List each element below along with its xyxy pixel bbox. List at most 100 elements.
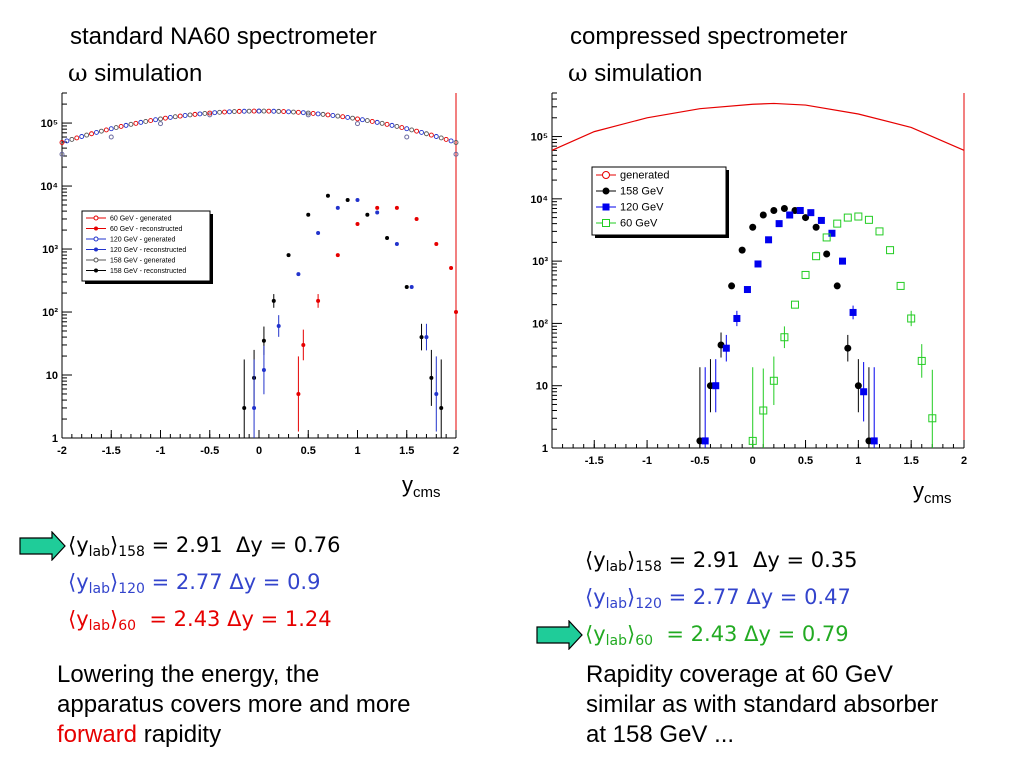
data-point: [759, 211, 767, 219]
generated-point: [251, 108, 257, 114]
generated-point: [113, 125, 119, 131]
data-point: [108, 134, 114, 140]
generated-point: [271, 108, 277, 114]
legend-marker: [94, 226, 98, 231]
generated-point: [355, 116, 360, 122]
generated-point: [428, 132, 434, 138]
generated-point: [394, 124, 400, 129]
data-point: [833, 282, 841, 290]
right-paragraph-line3: at 158 GeV ...: [586, 721, 735, 748]
right-paragraph-line1: Rapidity coverage at 60 GeV: [586, 661, 893, 688]
data-point: [429, 375, 434, 380]
generated-point: [438, 135, 444, 141]
x-tick-label: -1.5: [102, 445, 121, 457]
generated-point: [187, 112, 193, 118]
y-tick-label: 1: [542, 443, 548, 455]
y-tick-label: 1: [52, 433, 58, 445]
bracket: ⟩: [110, 607, 119, 631]
generated-point: [404, 126, 410, 132]
legend-marker: [602, 203, 610, 211]
data-point: [394, 242, 399, 247]
generated-point: [226, 109, 232, 115]
generated-point: [167, 114, 173, 120]
generated-point: [310, 110, 316, 116]
sub-energy: 158: [118, 544, 145, 560]
data-point: [812, 252, 821, 261]
data-point: [252, 405, 257, 410]
plot-area: [552, 93, 964, 448]
generated-point: [197, 111, 203, 117]
generated-point: [64, 138, 70, 144]
generated-point: [84, 132, 90, 138]
generated-point: [320, 111, 326, 117]
data-point: [839, 257, 847, 265]
x-tick-label: 0.5: [798, 455, 813, 467]
generated-point: [389, 122, 395, 128]
data-point: [375, 210, 380, 215]
data-point: [706, 382, 714, 390]
data-point: [738, 246, 746, 254]
data-point: [802, 214, 810, 222]
data-point: [780, 204, 788, 212]
data-point: [917, 356, 926, 365]
sub-lab: lab: [88, 618, 110, 634]
x-tick-label: 1: [354, 445, 360, 457]
stat-row: ⟨ylab⟩60 = 2.43 Δy = 1.24: [18, 604, 341, 641]
legend-label: 158 GeV - reconstructed: [110, 268, 186, 275]
generated-point: [94, 129, 99, 135]
data-point: [833, 219, 842, 228]
data-point: [375, 205, 380, 210]
legend-label: 60 GeV - generated: [110, 215, 172, 222]
data-point: [886, 246, 895, 255]
generated-point: [350, 115, 356, 121]
bracket: ⟩: [110, 570, 119, 594]
data-point: [775, 220, 783, 228]
data-point: [419, 335, 424, 340]
x-tick-label: 1.5: [904, 455, 919, 467]
y-tick-label: 10: [46, 370, 58, 382]
sub-lab: lab: [605, 633, 627, 649]
legend-label: 120 GeV - reconstructed: [110, 247, 186, 254]
right-paragraph: Rapidity coverage at 60 GeV similar as w…: [586, 660, 938, 750]
right-stats-block: ⟨ylab⟩158 = 2.91 Δy = 0.35 ⟨ylab⟩120 = 2.…: [535, 545, 858, 656]
sub-lab: lab: [88, 544, 110, 560]
generated-point: [128, 121, 134, 127]
data-point: [807, 209, 815, 217]
data-point: [59, 151, 65, 157]
generated-point: [231, 109, 237, 115]
sub-energy: 60: [118, 618, 137, 634]
generated-point: [246, 108, 252, 114]
x-tick-label: -1: [156, 445, 166, 457]
stat-delta: Δy = 0.9: [229, 570, 321, 594]
data-point: [414, 216, 419, 221]
y-symbol: y: [593, 585, 606, 609]
data-point: [316, 298, 321, 303]
generated-point: [379, 120, 385, 126]
generated-point: [433, 134, 439, 139]
generated-point: [300, 110, 306, 116]
data-point: [896, 281, 905, 290]
generated-point: [256, 108, 262, 114]
y-tick-label: 10³: [532, 256, 548, 268]
legend-label: 158 GeV: [620, 186, 664, 198]
bracket: ⟨: [68, 607, 77, 631]
x-tick-label: -1: [642, 455, 652, 467]
stat-row: ⟨ylab⟩60 = 2.43 Δy = 0.79: [535, 619, 858, 656]
stat-row: ⟨ylab⟩120 = 2.77 Δy = 0.47: [535, 582, 858, 619]
data-point: [864, 215, 873, 224]
sub-energy: 60: [635, 633, 654, 649]
data-point: [801, 270, 810, 279]
data-point: [335, 205, 340, 210]
generated-point: [138, 119, 144, 125]
legend-label: 158 GeV - generated: [110, 257, 175, 264]
left-chart: -2 -1.5 -1 -0.5 0 0.5 1 1.5 2 1 10 10² 10³ 10⁴ 10⁵ 60 G…: [40, 92, 459, 457]
data-point: [865, 437, 873, 445]
data-point: [870, 437, 878, 445]
generated-point: [409, 127, 415, 133]
data-point: [823, 250, 831, 258]
data-point: [854, 212, 863, 221]
y-symbol: y: [76, 570, 89, 594]
data-point: [754, 260, 762, 268]
generated-point: [192, 111, 198, 117]
legend-marker: [94, 247, 98, 252]
